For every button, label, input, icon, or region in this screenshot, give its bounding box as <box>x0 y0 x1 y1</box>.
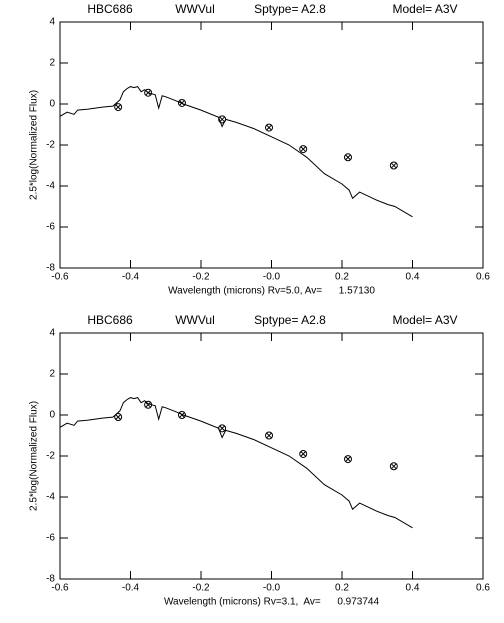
plot-frame <box>59 21 484 269</box>
title-part: Sptype= A2.8 <box>254 2 326 16</box>
marker-cross <box>391 162 397 169</box>
data-point <box>177 98 186 107</box>
y-tick-label: 4 <box>49 17 55 28</box>
marker-cross <box>145 89 151 96</box>
marker-cross <box>345 154 351 161</box>
marker-cross <box>145 401 151 408</box>
x-tick-label: -0.2 <box>192 583 210 594</box>
marker-circle <box>144 88 153 97</box>
y-tick-label: -6 <box>46 533 55 544</box>
data-point <box>343 455 352 464</box>
data-point <box>144 400 153 409</box>
marker-cross <box>115 104 121 110</box>
title-part: WWVul <box>175 313 215 327</box>
spectrum-line <box>59 86 413 218</box>
y-tick-label: -4 <box>46 181 55 192</box>
x-tick-label: 0.6 <box>476 583 490 594</box>
y-axis-label: 2.5*log(Normalized Flux) <box>29 401 40 511</box>
marker-cross <box>219 116 225 123</box>
y-tick-label: 0 <box>49 99 55 110</box>
data-point <box>265 431 274 440</box>
data-point <box>299 145 308 154</box>
x-tick-label: -0.6 <box>51 583 69 594</box>
marker-circle <box>218 424 227 433</box>
marker-circle <box>343 455 352 464</box>
x-tick-label: -0.4 <box>122 272 140 283</box>
y-tick-label: 2 <box>49 369 55 380</box>
y-tick-label: 4 <box>49 328 55 339</box>
title-part: Model= A3V <box>392 2 457 16</box>
data-point <box>144 88 153 97</box>
marker-circle <box>343 153 352 162</box>
y-axis-label: 2.5*log(Normalized Flux) <box>29 90 40 200</box>
marker-circle <box>389 462 398 471</box>
x-tick-label: 0.4 <box>406 272 420 283</box>
data-point <box>343 153 352 162</box>
x-axis-label: Wavelength (microns) Rv=5.0, Av= 1.57130 <box>168 286 375 297</box>
marker-cross <box>345 456 351 462</box>
y-tick-label: -6 <box>46 222 55 233</box>
marker-circle <box>265 123 274 132</box>
marker-circle <box>114 413 123 422</box>
marker-cross <box>266 432 272 439</box>
title-part: Sptype= A2.8 <box>254 313 326 327</box>
data-point <box>265 123 274 132</box>
title-part: Model= A3V <box>392 313 457 327</box>
title-part: HBC686 <box>87 313 133 327</box>
marker-circle <box>144 400 153 409</box>
marker-circle <box>177 98 186 107</box>
marker-circle <box>177 411 186 419</box>
y-tick-label: -4 <box>46 492 55 503</box>
data-point <box>299 449 308 458</box>
x-tick-label: 0.4 <box>406 583 420 594</box>
y-tick-label: -2 <box>46 140 55 151</box>
x-tick-label: 0.2 <box>335 272 349 283</box>
marker-cross <box>179 412 185 418</box>
chart: HBC686 WWVul Sptype= A2.8 Model= A3V -0.6 -0.… <box>29 2 491 296</box>
marker-cross <box>300 451 307 457</box>
spectrum-line <box>59 397 413 529</box>
marker-cross <box>300 146 307 152</box>
y-tick-label: -8 <box>46 263 55 274</box>
marker-cross <box>219 425 225 432</box>
marker-circle <box>114 103 123 112</box>
title-part: HBC686 <box>87 2 133 16</box>
marker-circle <box>299 145 308 154</box>
marker-circle <box>389 161 398 170</box>
x-axis-label: Wavelength (microns) Rv=3.1, Av= 0.97374… <box>164 597 380 608</box>
plot-frame <box>59 332 484 580</box>
y-tick-label: -8 <box>46 574 55 585</box>
marker-cross <box>179 100 185 106</box>
data-point <box>177 411 186 419</box>
data-point <box>114 103 123 112</box>
y-tick-label: 0 <box>49 410 55 421</box>
title-part: WWVul <box>175 2 215 16</box>
data-point <box>114 413 123 422</box>
data-point <box>389 161 398 170</box>
marker-circle <box>265 431 274 440</box>
marker-circle <box>299 449 308 458</box>
data-point <box>389 462 398 471</box>
marker-cross <box>266 124 272 131</box>
marker-circle <box>218 115 227 124</box>
y-tick-label: -2 <box>46 451 55 462</box>
x-tick-label: -0.0 <box>263 583 281 594</box>
marker-cross <box>115 414 121 420</box>
x-tick-label: -0.4 <box>122 583 140 594</box>
marker-cross <box>391 463 397 470</box>
x-tick-label: -0.2 <box>192 272 210 283</box>
chart: HBC686 WWVul Sptype= A2.8 Model= A3V -0.6 -0.… <box>29 313 491 607</box>
data-point <box>218 424 227 433</box>
x-tick-label: 0.6 <box>476 272 490 283</box>
x-tick-label: -0.0 <box>263 272 281 283</box>
x-tick-label: 0.2 <box>335 583 349 594</box>
data-point <box>218 115 227 124</box>
y-tick-label: 2 <box>49 58 55 69</box>
x-tick-label: -0.6 <box>51 272 69 283</box>
